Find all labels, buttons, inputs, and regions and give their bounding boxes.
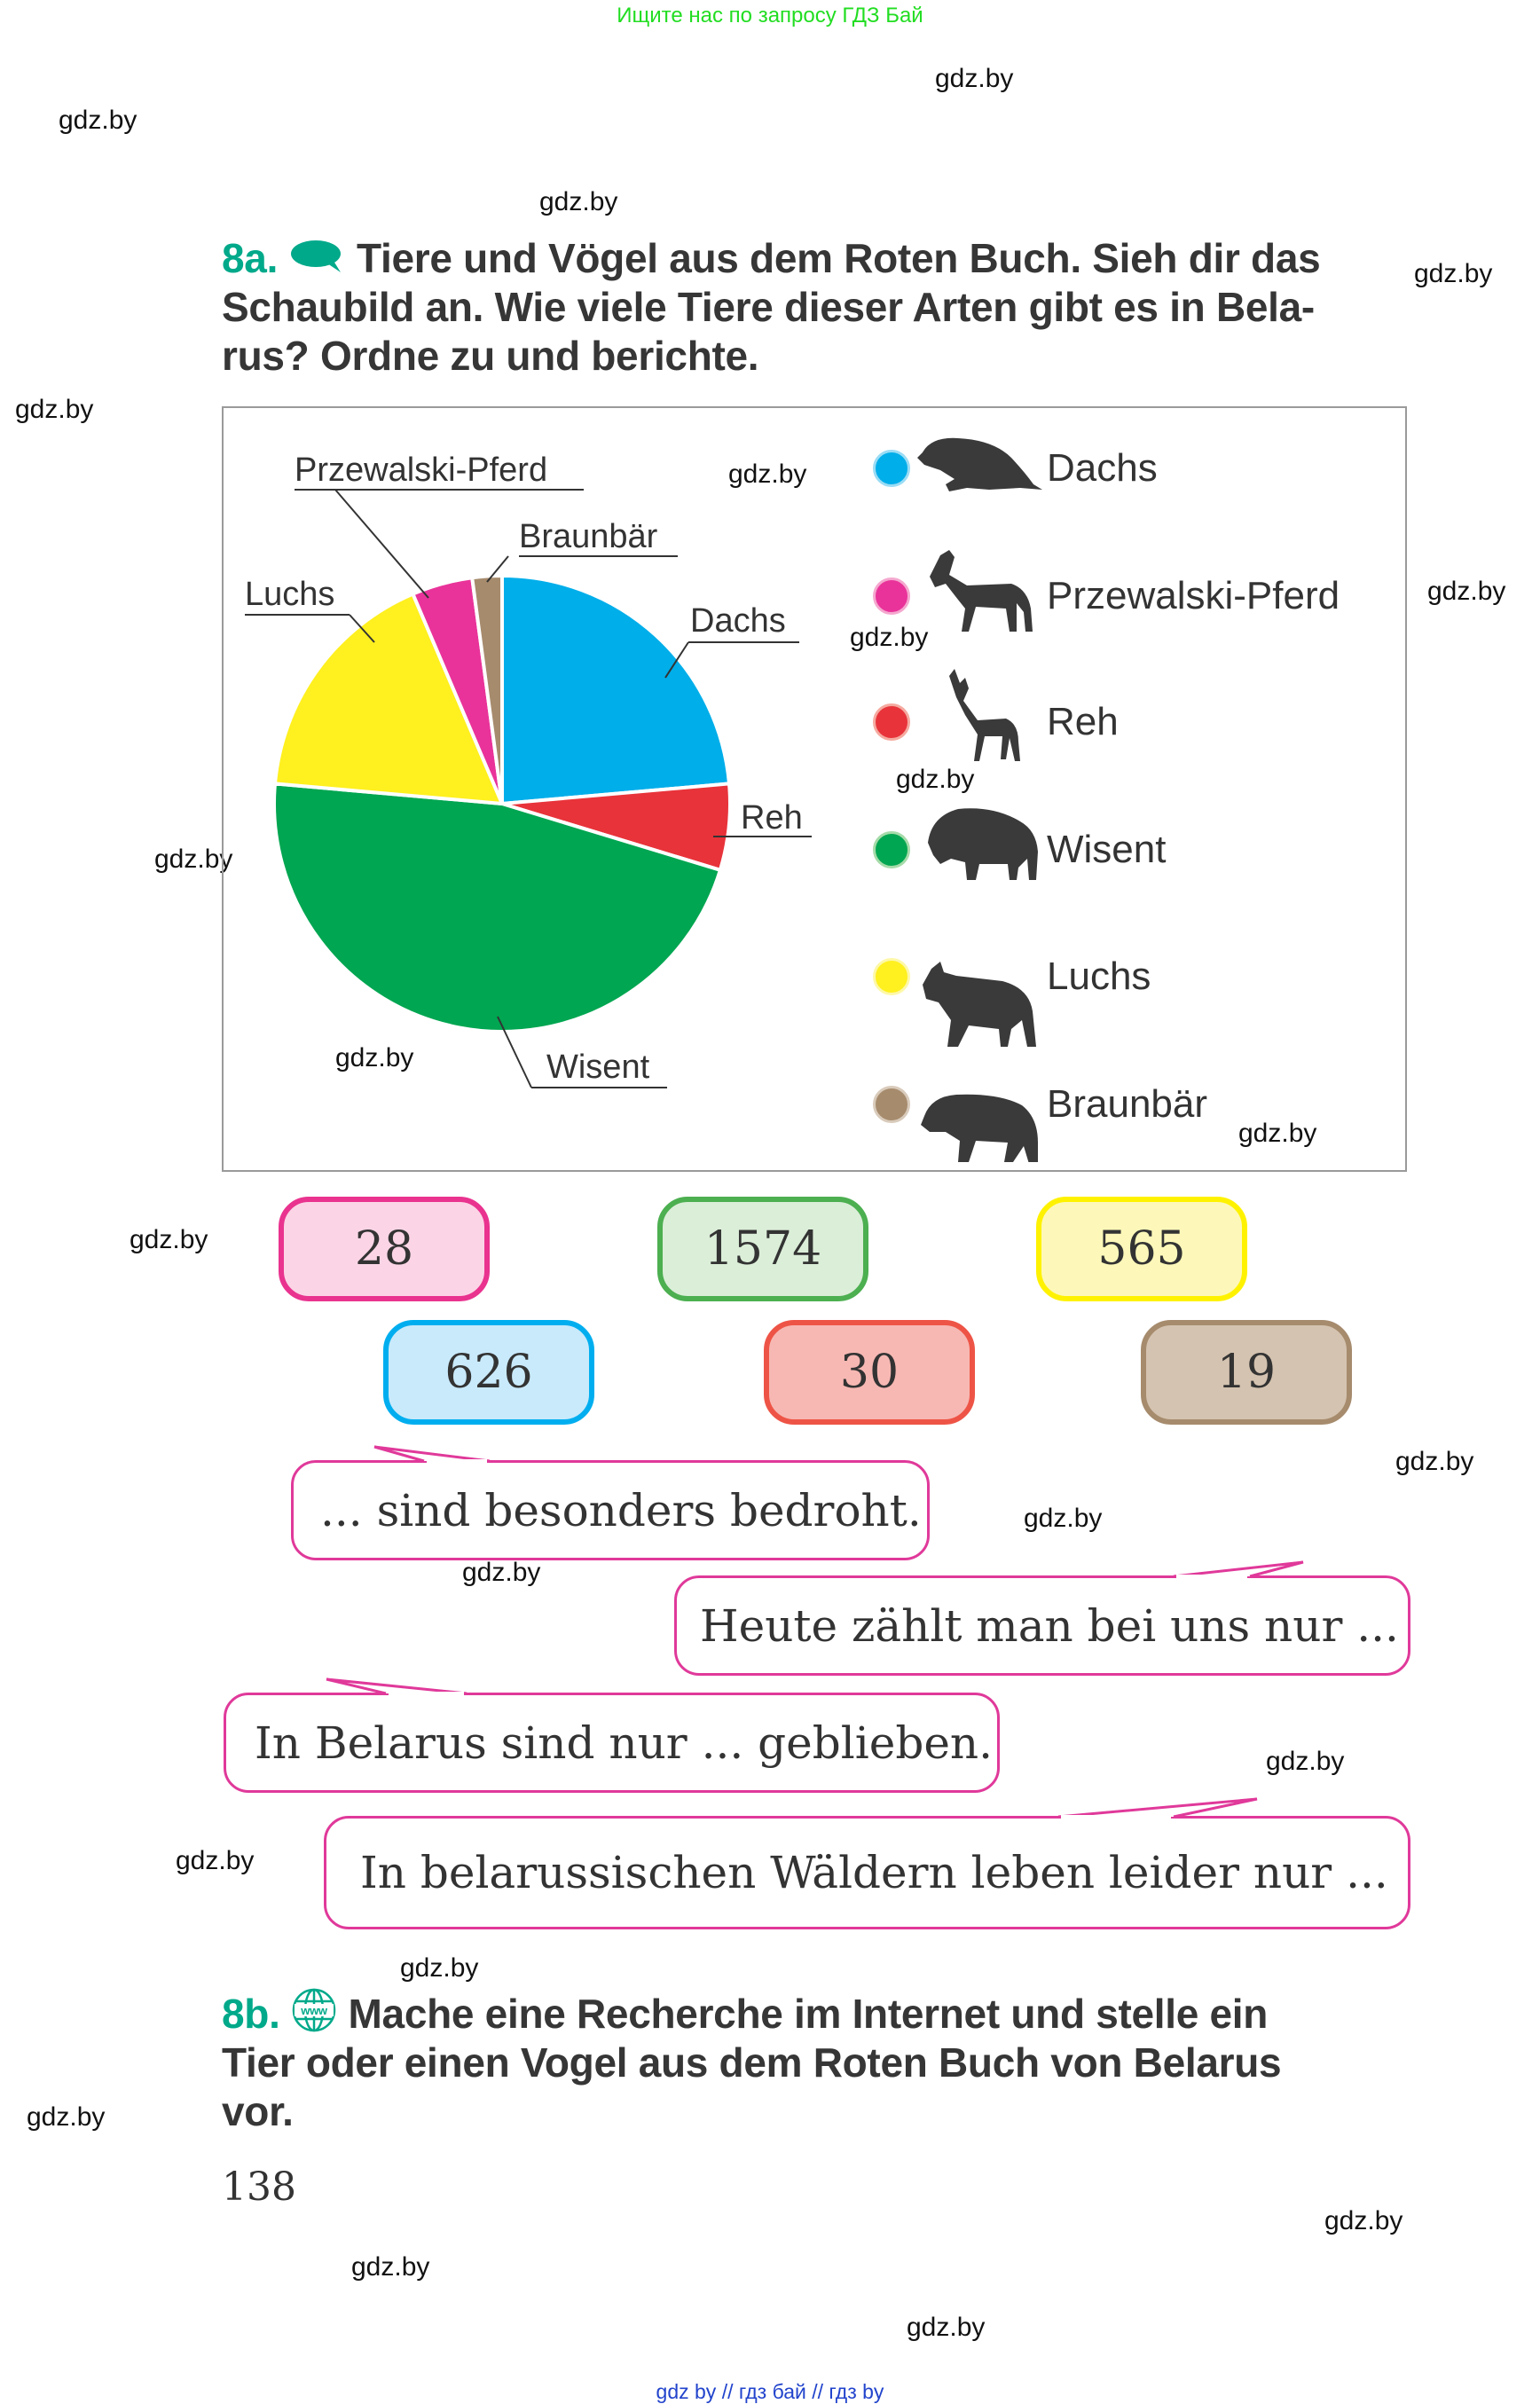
number-card[interactable]: 30	[764, 1320, 975, 1425]
slice-label-braunbaer: Braunbär	[519, 518, 658, 555]
legend-dot-dachs	[873, 450, 910, 487]
slice-label-wisent: Wisent	[546, 1049, 650, 1086]
legend-dot-reh	[873, 703, 910, 741]
pie-slice-luchs	[272, 591, 506, 806]
leader-line	[664, 641, 689, 679]
task-line: rus? Ordne zu und berichte.	[222, 333, 759, 379]
top-banner[interactable]: Ищите нас по запросу ГДЗ Бай	[617, 4, 923, 27]
watermark: gdz.by	[1395, 1447, 1474, 1476]
bubble-tail	[326, 1677, 468, 1695]
chart-frame	[222, 406, 1407, 1172]
sentence-bubble[interactable]: In Belarus sind nur ... geblieben.	[224, 1693, 1000, 1793]
watermark: gdz.by	[850, 623, 929, 652]
task-number: 8b.	[222, 1991, 280, 2037]
task-8b-heading: 8b. www Mache eine Recherche im Internet…	[222, 1987, 1415, 2136]
pie-slice-wisent	[272, 782, 723, 1033]
watermark: gdz.by	[130, 1225, 208, 1254]
leader-line	[334, 489, 429, 599]
task-line: Tier oder einen Vogel aus dem Roten Buch…	[222, 2039, 1282, 2086]
number-card[interactable]: 28	[279, 1197, 490, 1301]
legend-dot-wisent	[873, 831, 910, 868]
sentence-bubble[interactable]: Heute zählt man bei uns nur ...	[674, 1575, 1410, 1676]
bear-icon	[921, 1094, 1038, 1162]
svg-text:www: www	[300, 2004, 328, 2017]
bubble-tail	[373, 1445, 491, 1463]
leader-line	[497, 1016, 532, 1088]
watermark: gdz.by	[27, 2102, 106, 2132]
number-card[interactable]: 1574	[657, 1197, 868, 1301]
watermark: gdz.by	[1427, 577, 1506, 606]
pie-chart	[245, 489, 812, 1088]
bison-icon	[928, 808, 1038, 880]
bubble-tail	[1057, 1797, 1258, 1819]
watermark: gdz.by	[351, 2252, 430, 2282]
footer-links[interactable]: gdz by // гдз бай // гдз by	[656, 2380, 884, 2403]
task-line: Schaubild an. Wie viele Tiere dieser Art…	[222, 284, 1315, 330]
sentence-bubble[interactable]: ... sind besonders bedroht.	[291, 1460, 930, 1560]
watermark: gdz.by	[15, 395, 94, 424]
watermark: gdz.by	[1414, 259, 1493, 288]
task-line: vor.	[222, 2088, 294, 2134]
task-8a-heading: 8a. Tiere und Vögel aus dem Roten Buch. …	[222, 234, 1415, 381]
watermark: gdz.by	[907, 2313, 986, 2342]
lynx-icon	[923, 962, 1036, 1047]
slice-label-przewalski: Przewalski-Pferd	[295, 452, 548, 489]
legend-label-luchs: Luchs	[1047, 955, 1151, 998]
watermark: gdz.by	[935, 64, 1014, 93]
watermark: gdz.by	[400, 1953, 479, 1983]
legend-label-wisent: Wisent	[1047, 828, 1167, 871]
watermark: gdz.by	[539, 187, 618, 216]
watermark: gdz.by	[154, 845, 233, 874]
legend-label-braunbaer: Braunbär	[1047, 1082, 1208, 1126]
watermark: gdz.by	[462, 1558, 541, 1587]
slice-label-reh: Reh	[741, 799, 803, 837]
watermark: gdz.by	[176, 1846, 255, 1875]
watermark: gdz.by	[728, 460, 807, 489]
legend-silhouettes	[917, 437, 1042, 1162]
page-number: 138	[222, 2164, 296, 2210]
pie-slice-braunb-r	[469, 573, 504, 805]
deer-icon	[949, 669, 1020, 761]
legend-dot-luchs	[873, 958, 910, 995]
slice-label-luchs: Luchs	[245, 576, 335, 613]
legend-dot-przewalski	[873, 577, 910, 615]
task-number: 8a.	[222, 235, 279, 281]
badger-icon	[917, 437, 1042, 491]
leader-line	[349, 614, 375, 643]
bubble-tails	[326, 1445, 1304, 1819]
speech-bubble-icon	[290, 240, 341, 272]
leader-line	[486, 555, 509, 583]
legend-label-reh: Reh	[1047, 700, 1119, 743]
watermark: gdz.by	[896, 765, 975, 794]
www-globe-icon: www	[292, 1988, 336, 2032]
number-card[interactable]: 19	[1141, 1320, 1352, 1425]
legend-label-przewalski: Przewalski-Pferd	[1047, 574, 1340, 617]
pie-slice-dachs	[500, 573, 732, 806]
number-card[interactable]: 565	[1036, 1197, 1247, 1301]
legend-dot-braunbaer	[873, 1086, 910, 1123]
watermark: gdz.by	[1024, 1504, 1103, 1533]
number-card[interactable]: 626	[383, 1320, 594, 1425]
legend-label-dachs: Dachs	[1047, 446, 1158, 490]
watermark: gdz.by	[1324, 2206, 1403, 2235]
bubble-tail	[1173, 1560, 1304, 1578]
watermark: gdz.by	[59, 106, 138, 135]
horse-icon	[930, 550, 1033, 632]
task-line: Tiere und Vögel aus dem Roten Buch. Sieh…	[357, 235, 1321, 281]
task-line: Mache eine Recherche im Internet und ste…	[348, 1991, 1269, 2037]
watermark: gdz.by	[1238, 1119, 1317, 1148]
slice-label-dachs: Dachs	[690, 602, 786, 640]
watermark: gdz.by	[335, 1043, 414, 1072]
watermark: gdz.by	[1266, 1747, 1345, 1776]
sentence-bubble[interactable]: In belarussischen Wäldern leben leider n…	[324, 1816, 1410, 1929]
